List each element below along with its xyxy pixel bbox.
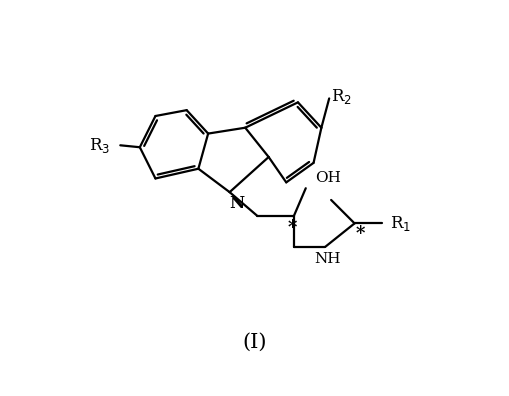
Text: R$_3$: R$_3$ bbox=[89, 136, 110, 155]
Text: *: * bbox=[287, 219, 296, 237]
Text: (I): (I) bbox=[242, 333, 267, 352]
Text: NH: NH bbox=[314, 251, 340, 266]
Text: OH: OH bbox=[315, 171, 341, 185]
Text: *: * bbox=[355, 225, 364, 243]
Text: R$_1$: R$_1$ bbox=[390, 214, 411, 233]
Text: N: N bbox=[229, 195, 244, 212]
Text: R$_2$: R$_2$ bbox=[330, 87, 351, 106]
